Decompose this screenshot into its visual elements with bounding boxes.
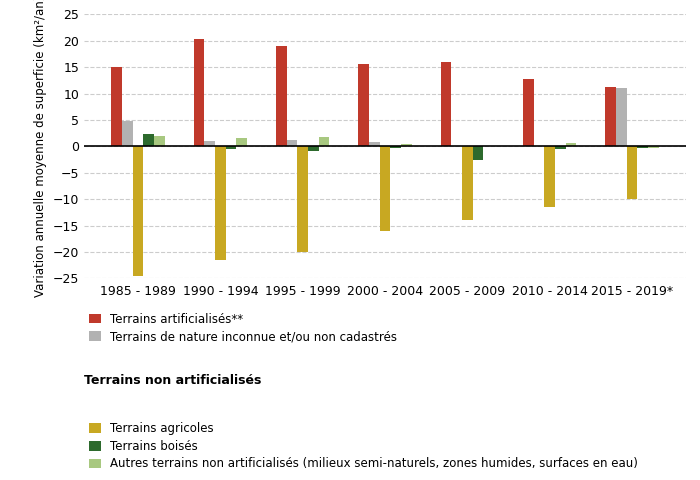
Bar [194, 39, 204, 146]
Bar [358, 63, 369, 146]
Bar [555, 146, 566, 149]
Bar [308, 146, 318, 151]
Bar [379, 146, 391, 231]
Bar [648, 146, 659, 148]
Bar [616, 88, 626, 146]
Bar [462, 146, 472, 220]
Bar [237, 138, 247, 146]
Bar [544, 146, 555, 207]
Bar [144, 134, 154, 146]
Bar [391, 146, 401, 148]
Bar [401, 144, 412, 146]
Bar [318, 137, 330, 146]
Bar [605, 87, 616, 146]
Bar [111, 67, 122, 146]
Bar [523, 79, 533, 146]
Bar [122, 121, 133, 146]
Bar [133, 146, 144, 276]
Legend: Terrains artificialisés**, Terrains de nature inconnue et/ou non cadastrés: Terrains artificialisés**, Terrains de n… [84, 308, 402, 348]
Y-axis label: Variation annuelle moyenne de superficie (km²/an): Variation annuelle moyenne de superficie… [34, 0, 47, 297]
Bar [154, 136, 165, 146]
Bar [204, 141, 215, 146]
Text: Terrains non artificialisés: Terrains non artificialisés [84, 374, 261, 387]
Legend: Terrains agricoles, Terrains boisés, Autres terrains non artificialisés (milieux: Terrains agricoles, Terrains boisés, Aut… [84, 417, 643, 475]
Bar [215, 146, 226, 260]
Bar [440, 62, 452, 146]
Bar [637, 146, 648, 148]
Bar [298, 146, 308, 252]
Bar [626, 146, 637, 199]
Bar [287, 140, 298, 146]
Bar [226, 146, 237, 149]
Bar [473, 146, 483, 159]
Bar [276, 46, 287, 146]
Bar [369, 142, 379, 146]
Bar [566, 143, 576, 146]
